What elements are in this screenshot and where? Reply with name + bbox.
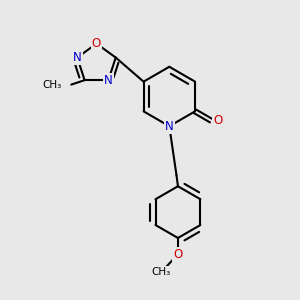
Text: N: N xyxy=(104,74,113,87)
Text: O: O xyxy=(213,114,222,127)
Text: CH₃: CH₃ xyxy=(152,267,171,277)
Text: O: O xyxy=(92,37,101,50)
Text: CH₃: CH₃ xyxy=(43,80,62,90)
Text: N: N xyxy=(73,51,82,64)
Text: N: N xyxy=(165,120,174,133)
Text: O: O xyxy=(173,248,183,261)
